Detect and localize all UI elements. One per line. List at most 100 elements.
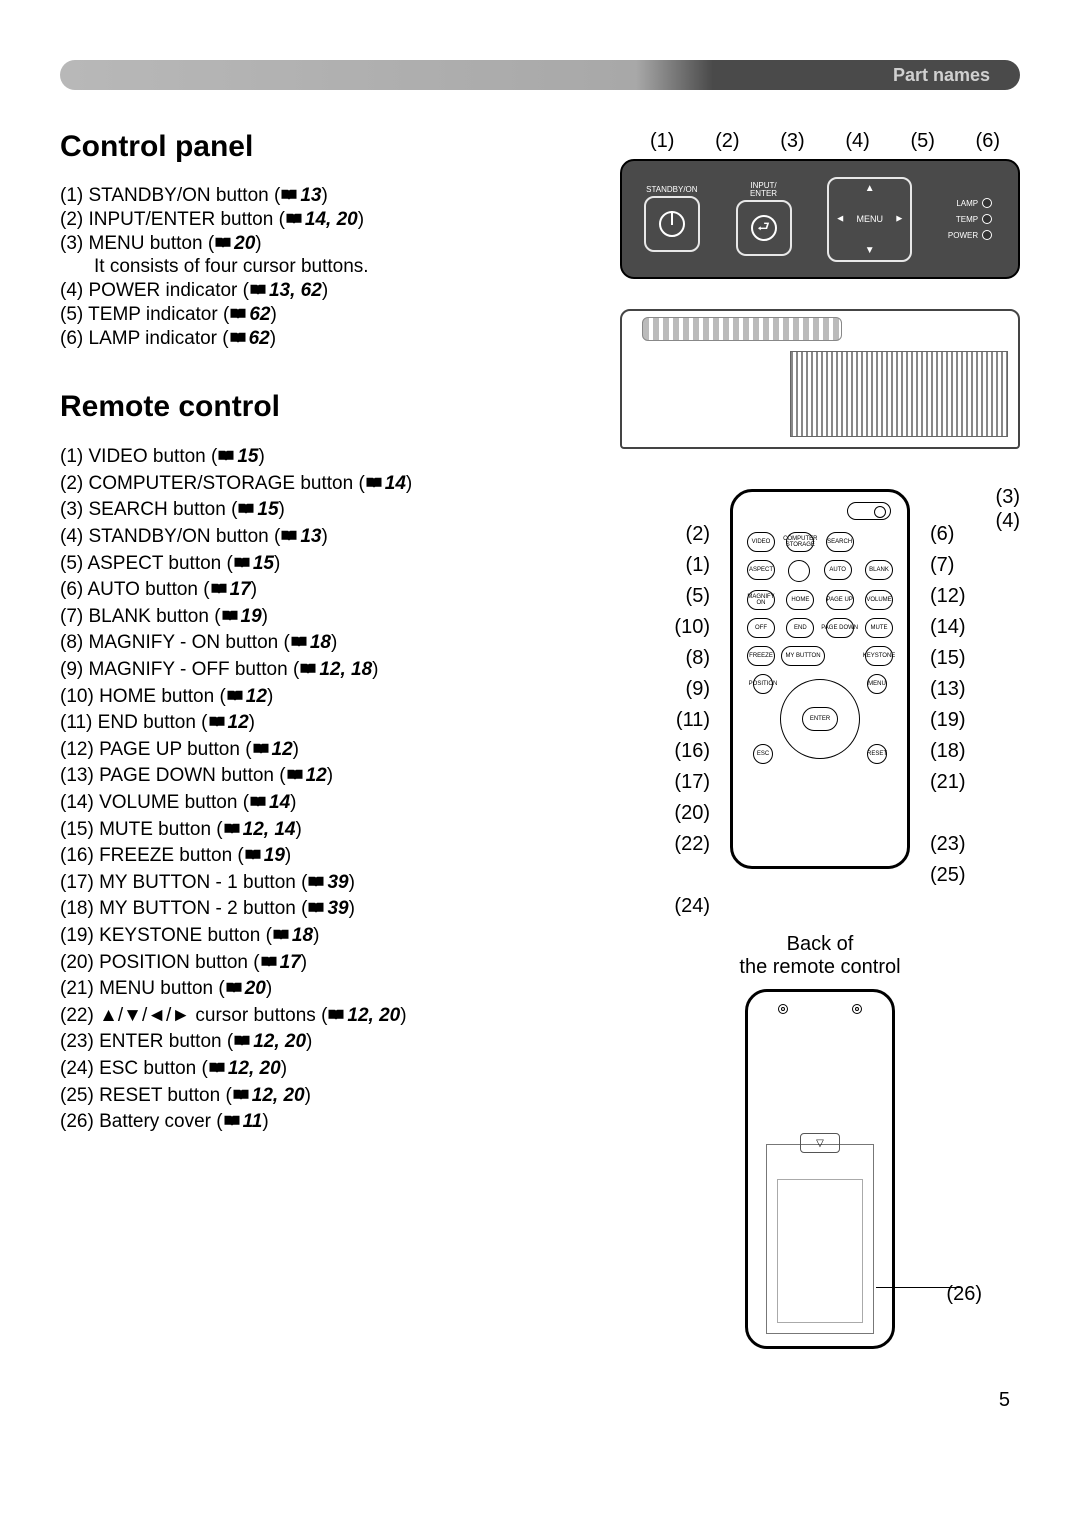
- power-icon: [659, 211, 685, 237]
- cp-label-inputenter: INPUT/ ENTER: [750, 182, 777, 198]
- item-label: POWER indicator: [89, 280, 243, 301]
- remote-button-row: MAGNIFY ONHOMEPAGE UPVOLUME: [747, 590, 893, 610]
- book-icon: [223, 1114, 241, 1128]
- item-label: LAMP indicator: [89, 328, 223, 349]
- book-icon: [285, 212, 303, 226]
- list-item: (2) COMPUTER/STORAGE button (14): [60, 471, 590, 498]
- list-item: (13) PAGE DOWN button (12): [60, 763, 590, 790]
- cp-label-power: POWER: [948, 231, 978, 240]
- callout-number: (19): [930, 705, 1020, 736]
- item-number: (20): [60, 952, 99, 973]
- callout-number: (2): [620, 519, 710, 550]
- cp-callout-2: (2): [715, 130, 739, 153]
- remote-front-diagram: (2)(1)(5)(10)(8)(9)(11)(16)(17)(20)(22) …: [620, 489, 1020, 929]
- remote-btn-enter: ENTER: [802, 707, 838, 731]
- item-number: (1): [60, 185, 89, 206]
- lamp-indicator-icon: [982, 198, 992, 208]
- remote-button-graphic: HOME: [786, 590, 814, 610]
- item-number: (1): [60, 446, 89, 467]
- book-icon: [290, 635, 308, 649]
- item-number: (2): [60, 473, 89, 494]
- remote-button-graphic: PAGE UP: [826, 590, 854, 610]
- item-label: END button: [98, 712, 202, 733]
- cp-label-lamp: LAMP: [956, 199, 978, 208]
- cp-callout-6: (6): [976, 130, 1000, 153]
- remote-button-row: OFFENDPAGE DOWNMUTE: [747, 618, 893, 638]
- remote-button-graphic: BLANK: [865, 560, 893, 580]
- item-label: PAGE UP button: [99, 739, 245, 760]
- remote-callouts-left: (2)(1)(5)(10)(8)(9)(11)(16)(17)(20)(22) …: [620, 519, 710, 922]
- item-label: ASPECT button: [87, 553, 226, 574]
- item-label: MAGNIFY - ON button: [89, 632, 284, 653]
- screw-icon: [778, 1004, 788, 1014]
- page-ref: 13: [280, 185, 321, 206]
- arrow-left-icon: ◄: [835, 214, 845, 225]
- item-label: MENU button: [89, 233, 208, 254]
- callout-number: (20): [620, 798, 710, 829]
- item-number: (12): [60, 739, 99, 760]
- book-icon: [223, 822, 241, 836]
- remote-button-graphic: VIDEO: [747, 532, 775, 552]
- item-number: (11): [60, 712, 98, 733]
- list-item: (14) VOLUME button (14): [60, 790, 590, 817]
- cp-callout-3: (3): [780, 130, 804, 153]
- book-icon: [307, 901, 325, 915]
- control-panel-item-list: (1) STANDBY/ON button (13)(2) INPUT/ENTE…: [60, 184, 590, 350]
- list-item: (1) VIDEO button (15): [60, 444, 590, 471]
- item-label: MY BUTTON - 2 button: [99, 898, 301, 919]
- item-label: PAGE DOWN button: [99, 765, 279, 786]
- item-label: ENTER button: [99, 1031, 227, 1052]
- list-item: (20) POSITION button (17): [60, 950, 590, 977]
- page-ref: 19: [244, 845, 285, 866]
- page-ref: 12: [252, 739, 293, 760]
- list-item: (4) POWER indicator (13, 62): [60, 279, 590, 303]
- callout-number: (17): [620, 767, 710, 798]
- power-indicator-icon: [982, 230, 992, 240]
- book-icon: [229, 331, 247, 345]
- callout-number: (8): [620, 643, 710, 674]
- projector-side-diagram: [620, 309, 1020, 449]
- book-icon: [280, 529, 298, 543]
- list-item: (23) ENTER button (12, 20): [60, 1029, 590, 1056]
- remote-btn-esc: ESC: [753, 744, 773, 764]
- remote-button-graphic: MUTE: [865, 618, 893, 638]
- book-icon: [249, 795, 267, 809]
- item-label: MY BUTTON - 1 button: [99, 872, 301, 893]
- remote-btn-position: POSITION: [753, 674, 773, 694]
- page-ref: 20: [225, 978, 266, 999]
- item-label: AUTO button: [87, 579, 203, 600]
- book-icon: [249, 283, 267, 297]
- remote-button-graphic: ASPECT: [747, 560, 775, 580]
- book-icon: [286, 768, 304, 782]
- item-label: VIDEO button: [89, 446, 212, 467]
- item-label: MAGNIFY - OFF button: [89, 659, 293, 680]
- item-number: (17): [60, 872, 99, 893]
- item-label: HOME button: [99, 686, 219, 707]
- list-item: (5) ASPECT button (15): [60, 551, 590, 578]
- remote-btn-menu: MENU: [867, 674, 887, 694]
- book-icon: [225, 981, 243, 995]
- callout-number: [620, 860, 710, 891]
- item-label: RESET button: [99, 1085, 225, 1106]
- callout-number: (22): [620, 829, 710, 860]
- callout-number: (24): [620, 891, 710, 922]
- page-ref: 12, 20: [233, 1031, 306, 1052]
- list-item: (2) INPUT/ENTER button (14, 20): [60, 208, 590, 232]
- callout-number: (21): [930, 767, 1020, 798]
- remote-button-graphic: COMPUTER STORAGE: [786, 532, 814, 552]
- item-number: (5): [60, 304, 88, 325]
- book-icon: [217, 449, 235, 463]
- list-item: (10) HOME button (12): [60, 684, 590, 711]
- item-label: MUTE button: [99, 819, 216, 840]
- remote-button-graphic: OFF: [747, 618, 775, 638]
- list-item: (3) MENU button (20): [60, 232, 590, 256]
- item-label: SEARCH button: [89, 499, 232, 520]
- item-label: COMPUTER/STORAGE button: [89, 473, 359, 494]
- remote-button-graphic: PAGE DOWN: [826, 618, 854, 638]
- list-item: (4) STANDBY/ON button (13): [60, 524, 590, 551]
- page-ref: 15: [233, 553, 274, 574]
- item-number: (25): [60, 1085, 99, 1106]
- cp-label-menu: MENU: [856, 214, 883, 224]
- cp-label-temp: TEMP: [956, 215, 978, 224]
- page-ref: 12, 18: [299, 659, 372, 680]
